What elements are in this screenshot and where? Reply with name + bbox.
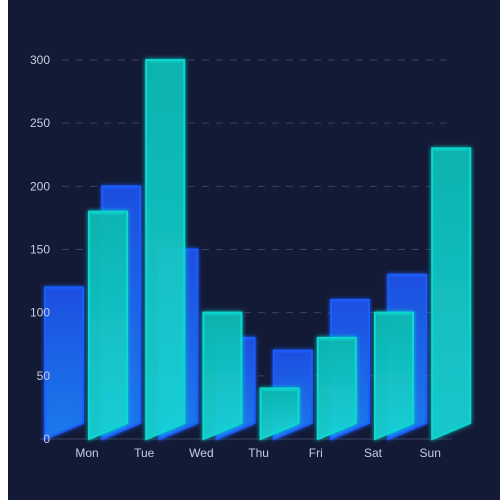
y-tick-label: 250 xyxy=(30,116,50,130)
y-tick-label: 100 xyxy=(30,306,50,320)
bar-series-2-sun[interactable] xyxy=(431,147,472,441)
y-tick-label: 150 xyxy=(30,243,50,257)
bar-series-2-wed[interactable] xyxy=(202,311,243,441)
y-tick-label: 50 xyxy=(37,369,51,383)
x-tick-label: Wed xyxy=(189,446,213,460)
x-tick-label: Tue xyxy=(134,446,155,460)
bar-series-2-tue[interactable] xyxy=(145,59,186,441)
x-tick-label: Sat xyxy=(364,446,383,460)
bar-series-1-mon[interactable] xyxy=(44,286,84,441)
y-tick-label: 200 xyxy=(30,179,50,193)
x-tick-label: Sun xyxy=(420,446,441,460)
bar-series-2-fri[interactable] xyxy=(316,336,357,441)
x-tick-label: Thu xyxy=(248,446,269,460)
x-tick-label: Fri xyxy=(309,446,323,460)
y-tick-label: 300 xyxy=(30,53,50,67)
bar-series-2-thu[interactable] xyxy=(259,387,300,441)
bar-series-2-sat[interactable] xyxy=(374,311,414,441)
y-tick-label: 0 xyxy=(43,432,50,446)
bar-series-2-mon[interactable] xyxy=(88,210,128,441)
x-tick-label: Mon xyxy=(75,446,98,460)
